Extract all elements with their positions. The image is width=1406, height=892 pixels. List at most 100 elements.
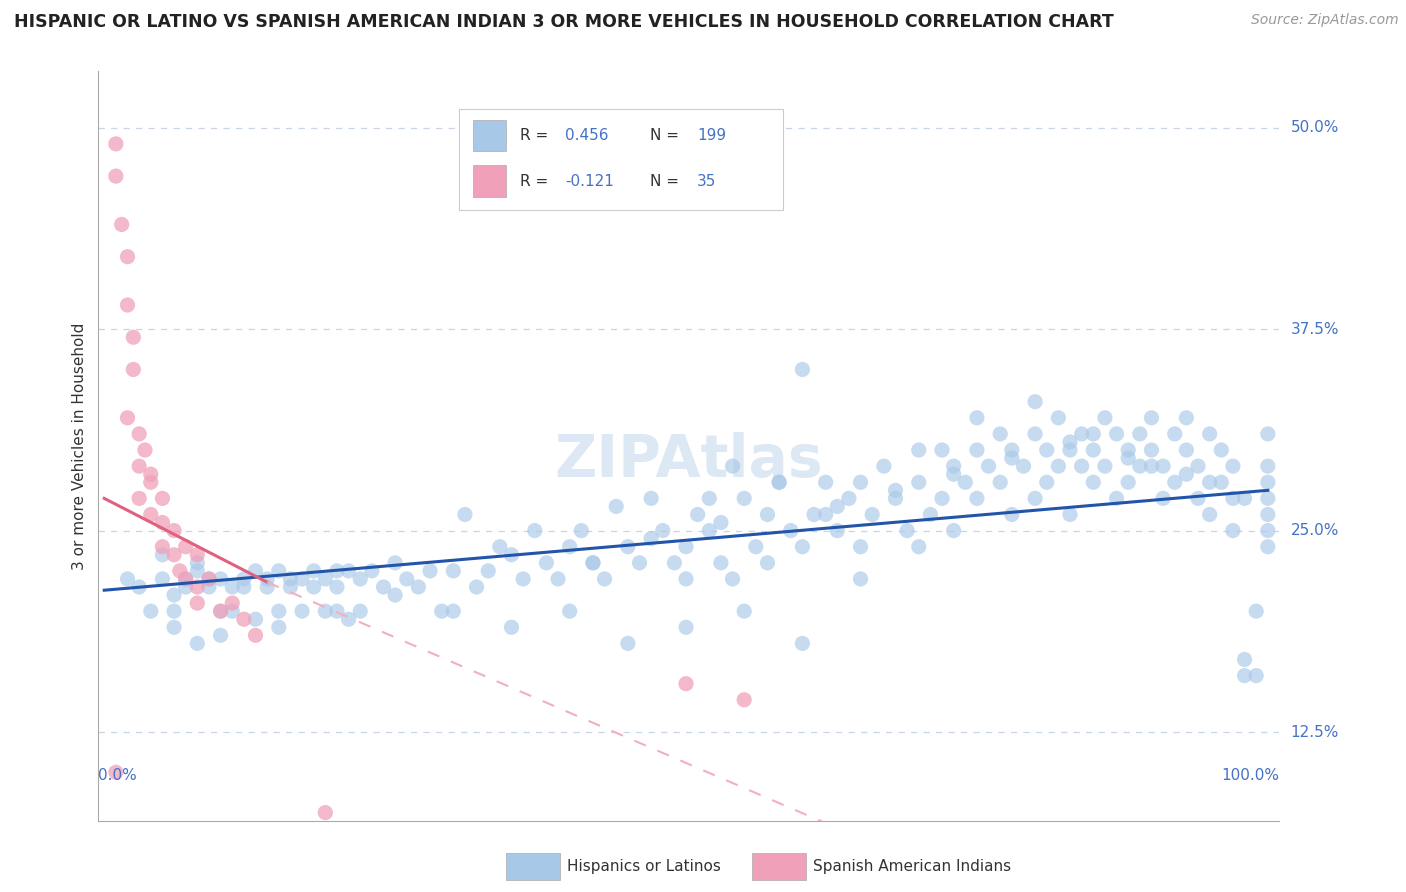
Point xyxy=(1244,668,1267,682)
Point xyxy=(373,580,395,594)
Point xyxy=(267,604,290,618)
Point xyxy=(1175,467,1198,482)
Point xyxy=(1222,524,1244,538)
Point xyxy=(163,524,186,538)
Point xyxy=(117,250,139,264)
Point xyxy=(640,532,662,546)
Point xyxy=(152,540,174,554)
Point xyxy=(1187,491,1209,506)
Text: 35: 35 xyxy=(697,174,717,188)
Point xyxy=(128,426,150,441)
Text: -0.121: -0.121 xyxy=(565,174,614,188)
Point xyxy=(675,572,697,586)
Point xyxy=(733,491,755,506)
Point xyxy=(697,491,720,506)
Point xyxy=(384,556,406,570)
Point xyxy=(803,508,825,522)
Point xyxy=(988,475,1011,490)
Point xyxy=(326,564,349,578)
Point xyxy=(977,459,1000,474)
Point xyxy=(221,596,243,610)
Point xyxy=(454,508,477,522)
Point xyxy=(640,491,662,506)
Point xyxy=(302,564,325,578)
Text: 12.5%: 12.5% xyxy=(1291,724,1339,739)
Point xyxy=(360,564,382,578)
Point xyxy=(441,564,464,578)
Point xyxy=(139,604,162,618)
Point xyxy=(827,524,849,538)
Point xyxy=(675,540,697,554)
Point xyxy=(117,572,139,586)
Point xyxy=(1152,491,1174,506)
Point xyxy=(710,516,733,530)
Point xyxy=(988,426,1011,441)
Point xyxy=(1094,410,1116,425)
Point xyxy=(104,765,127,780)
Point xyxy=(558,540,581,554)
Point xyxy=(1116,475,1139,490)
Point xyxy=(907,540,929,554)
Point xyxy=(186,564,208,578)
Point xyxy=(593,572,616,586)
Point xyxy=(349,604,371,618)
Point xyxy=(1012,459,1035,474)
Point xyxy=(441,604,464,618)
Point xyxy=(1152,459,1174,474)
Point xyxy=(186,548,208,562)
Point xyxy=(896,524,918,538)
Point xyxy=(134,443,156,458)
Point xyxy=(827,500,849,514)
Text: Spanish American Indians: Spanish American Indians xyxy=(813,859,1011,873)
Point xyxy=(860,508,883,522)
Point xyxy=(768,475,790,490)
FancyBboxPatch shape xyxy=(472,120,506,152)
Point xyxy=(792,362,814,376)
Point xyxy=(326,580,349,594)
Point xyxy=(186,596,208,610)
Text: 100.0%: 100.0% xyxy=(1222,768,1279,783)
Point xyxy=(547,572,569,586)
Point xyxy=(1083,443,1105,458)
Point xyxy=(966,443,988,458)
Point xyxy=(501,548,523,562)
Point xyxy=(1140,410,1163,425)
Text: R =: R = xyxy=(520,128,553,143)
Point xyxy=(163,620,186,634)
Point xyxy=(174,572,197,586)
Point xyxy=(430,604,453,618)
Point xyxy=(337,612,360,626)
Point xyxy=(302,580,325,594)
Point xyxy=(267,564,290,578)
Point xyxy=(221,604,243,618)
Point xyxy=(122,330,145,344)
Point xyxy=(104,136,127,151)
Text: 0.0%: 0.0% xyxy=(98,768,138,783)
Point xyxy=(174,572,197,586)
Point xyxy=(1140,443,1163,458)
Point xyxy=(408,580,430,594)
Text: 50.0%: 50.0% xyxy=(1291,120,1339,136)
Point xyxy=(664,556,686,570)
Point xyxy=(942,467,965,482)
Point xyxy=(1257,540,1279,554)
Point xyxy=(512,572,534,586)
Point xyxy=(1001,508,1024,522)
Point xyxy=(907,475,929,490)
Point xyxy=(1035,443,1057,458)
Point xyxy=(139,467,162,482)
Point xyxy=(209,572,232,586)
Point xyxy=(465,580,488,594)
Point xyxy=(291,604,314,618)
Point xyxy=(1257,491,1279,506)
Point xyxy=(873,459,896,474)
Point xyxy=(349,572,371,586)
Point xyxy=(1024,426,1046,441)
Point xyxy=(697,524,720,538)
Point xyxy=(536,556,558,570)
Point xyxy=(1198,475,1220,490)
Point xyxy=(1222,491,1244,506)
Point xyxy=(605,500,627,514)
Point xyxy=(256,580,278,594)
Point xyxy=(1211,475,1233,490)
